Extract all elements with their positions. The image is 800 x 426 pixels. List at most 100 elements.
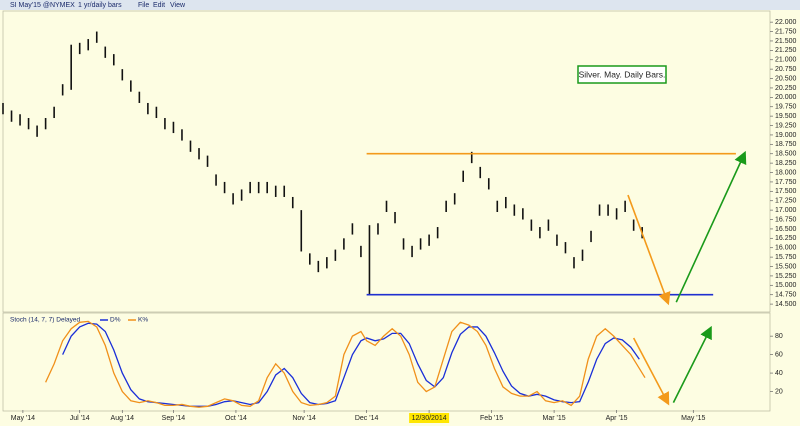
price-bar (530, 219, 533, 231)
price-bar (61, 84, 64, 96)
price-bar (522, 208, 524, 220)
price-bar (95, 31, 98, 43)
price-bar (78, 42, 81, 55)
price-bar (300, 210, 303, 252)
toolbar (0, 0, 800, 10)
y-tick-label: 17.500 (775, 188, 797, 195)
price-bar (547, 219, 550, 231)
y-tick-label: 21.000 (775, 57, 797, 64)
price-bar (164, 118, 166, 130)
x-tick-label: Dec '14 (355, 415, 379, 422)
price-bar (155, 106, 158, 119)
y-tick-label: 18.250 (775, 160, 797, 167)
price-bar (249, 181, 251, 194)
price-bar (240, 189, 243, 201)
price-bar (445, 200, 447, 212)
y-tick-label: 17.000 (775, 207, 797, 214)
x-tick-label: Jul '14 (70, 415, 90, 422)
y-tick-label: 80 (775, 333, 783, 340)
price-bar (607, 204, 609, 216)
price-bar (70, 44, 72, 90)
price-bar (470, 151, 473, 164)
price-bar (590, 230, 592, 243)
x-tick-label: Mar '15 (543, 415, 566, 422)
y-tick-label: 21.750 (775, 28, 797, 35)
price-bar (121, 69, 124, 81)
x-tick-label: Apr '15 (606, 415, 628, 422)
price-bar (138, 91, 141, 103)
y-tick-label: 21.250 (775, 47, 797, 54)
price-bar (10, 110, 13, 122)
y-tick-label: 17.250 (775, 198, 797, 205)
y-tick-label: 18.500 (775, 151, 797, 158)
x-tick-label: Oct '14 (225, 415, 247, 422)
price-bar (377, 223, 379, 235)
price-bar (462, 170, 464, 182)
x-tick-label: Nov '14 (292, 415, 316, 422)
price-bar (27, 118, 30, 130)
menu-item[interactable]: Edit (153, 2, 165, 9)
menu-item[interactable]: File (138, 2, 149, 9)
interval[interactable]: 1 yr/daily bars (78, 2, 122, 9)
symbol[interactable]: SI May'15 @NYMEX (10, 2, 75, 9)
trendline (632, 337, 670, 406)
price-bar (19, 114, 21, 126)
stoch-line (45, 320, 646, 408)
y-tick-label: 15.500 (775, 263, 797, 270)
price-bar (496, 200, 499, 212)
y-tick-label: 22.000 (775, 19, 797, 26)
price-bar (428, 234, 430, 246)
y-tick-label: 18.000 (775, 169, 797, 176)
x-tick-label: Aug '14 (111, 415, 135, 422)
price-bar (351, 223, 354, 235)
price-bar (360, 245, 362, 258)
price-bar (198, 148, 200, 160)
stoch-panel (2, 312, 771, 412)
y-tick-label: 17.750 (775, 179, 797, 186)
y-tick-label: 18.750 (775, 141, 797, 148)
price-bar (394, 212, 396, 224)
annotation: Silver. May. Daily Bars. (579, 69, 666, 79)
x-tick-label: May '15 (681, 415, 705, 422)
price-bar (257, 181, 260, 194)
y-tick-label: 20.250 (775, 85, 797, 92)
trendline (675, 150, 747, 303)
menu-item[interactable]: View (170, 2, 186, 9)
y-tick-label: 16.000 (775, 245, 797, 252)
price-bar (624, 200, 626, 212)
x-tick-label: Feb '15 (480, 415, 503, 422)
y-tick-label: 19.250 (775, 122, 797, 129)
price-bar (291, 196, 294, 209)
price-bar (564, 242, 567, 254)
price-bar (368, 225, 371, 295)
y-tick-label: 20.000 (775, 94, 797, 101)
stoch-title: Stoch (14, 7, 7) Delayed (10, 317, 80, 324)
price-bar (326, 257, 328, 269)
price-bar (598, 204, 601, 216)
annotation-box (577, 65, 667, 84)
x-tick-label: May '14 (11, 415, 35, 422)
y-tick-label: 40 (775, 370, 783, 377)
price-bar (334, 249, 337, 261)
price-bar (189, 140, 192, 152)
price-bar (172, 121, 175, 134)
y-tick-label: 60 (775, 351, 783, 358)
price-bar (419, 238, 422, 250)
y-tick-label: 14.750 (775, 292, 797, 299)
price-bar (317, 260, 320, 273)
price-bar (274, 185, 277, 197)
price-bar (436, 227, 439, 239)
price-bar (36, 125, 38, 137)
trendline (672, 325, 712, 403)
y-tick-label: 16.750 (775, 216, 797, 223)
price-bar (112, 54, 115, 66)
y-tick-label: 16.500 (775, 226, 797, 233)
price-bar (309, 253, 311, 265)
y-tick-label: 15.750 (775, 254, 797, 261)
price-bar (385, 200, 388, 212)
price-bar (215, 174, 217, 186)
price-bar (539, 227, 541, 239)
y-tick-label: 19.750 (775, 104, 797, 111)
